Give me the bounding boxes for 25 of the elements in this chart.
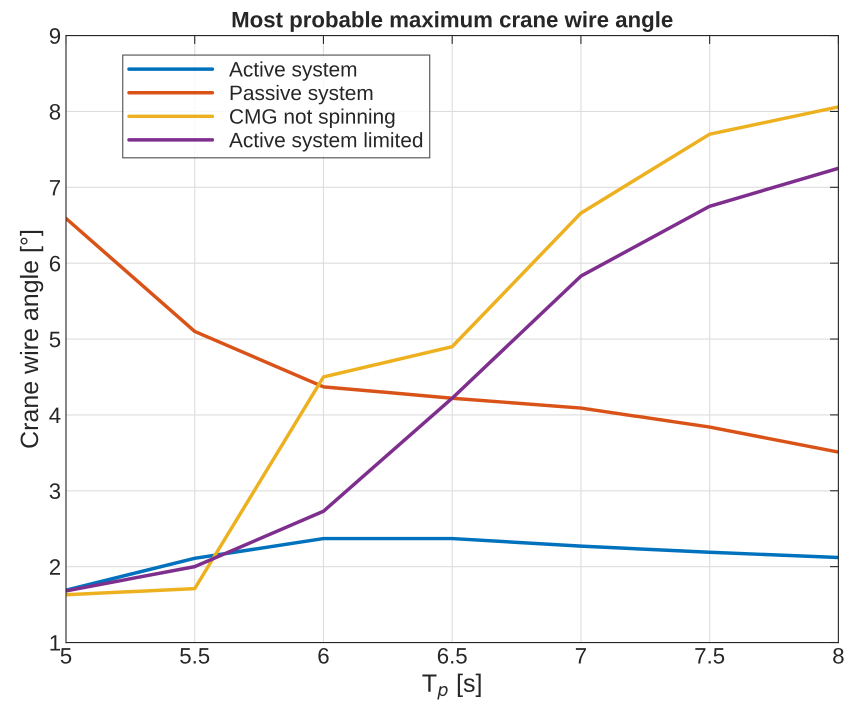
x-tick-label: 5.5 <box>180 648 210 664</box>
x-tick-label: 7 <box>576 648 586 664</box>
y-tick-label: 3 <box>50 483 60 500</box>
x-tick-label: 7.5 <box>695 648 724 664</box>
chart-title: Most probable maximum crane wire angle <box>232 11 672 32</box>
legend-label: CMG not spinning <box>230 108 394 128</box>
x-tick-label: 5 <box>60 648 72 664</box>
y-tick-label: 5 <box>50 332 60 348</box>
line-series <box>66 536 838 592</box>
legend-label: Passive system <box>230 84 372 104</box>
y-tick-label: 6 <box>50 256 60 272</box>
x-axis-title: T$_{p}$ [s] <box>422 674 481 700</box>
y-tick-label: 1 <box>50 635 60 651</box>
legend-label: Active system <box>229 61 356 81</box>
y-tick-label: 2 <box>50 559 60 575</box>
y-tick-label: 8 <box>50 104 60 120</box>
x-tick-label: 8 <box>833 648 844 664</box>
legend-label: Active system limited <box>229 132 422 152</box>
y-axis-title: Crane wire angle [°] <box>20 230 44 448</box>
line-series <box>66 216 838 454</box>
y-tick-label: 4 <box>49 408 60 423</box>
y-tick-label: 9 <box>50 28 60 44</box>
x-tick-label: 6.5 <box>438 648 467 664</box>
x-tick-label: 6 <box>318 648 329 664</box>
y-tick-label: 7 <box>50 180 60 196</box>
